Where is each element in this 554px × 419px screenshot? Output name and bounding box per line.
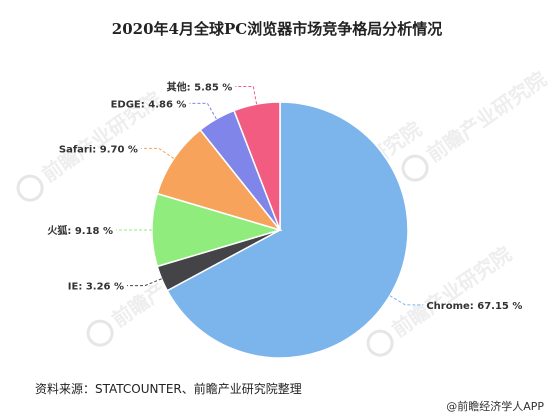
data-label-edge: EDGE: 4.86 % xyxy=(111,99,187,110)
leader-line-safari xyxy=(140,147,175,159)
app-credit: @前瞻经济学人APP xyxy=(446,400,544,413)
chart-title: 2020年4月全球PC浏览器市场竞争格局分析情况 xyxy=(111,20,443,38)
watermark: 前瞻产业研究院 xyxy=(401,67,551,182)
pie-slices xyxy=(151,101,409,359)
leader-line-edge xyxy=(189,102,217,120)
leader-line-其他 xyxy=(235,85,258,105)
leader-lines xyxy=(116,85,424,306)
data-label-其他: 其他: 5.85 % xyxy=(167,80,233,93)
slice-labels: Chrome: 67.15 % IE: 3.26 % 火狐: 9.18 % Safar… xyxy=(47,80,522,311)
data-label-ie: IE: 3.26 % xyxy=(68,282,124,293)
source-note: 资料来源：STATCOUNTER、前瞻产业研究院整理 xyxy=(35,382,302,396)
data-label-火狐: 火狐: 9.18 % xyxy=(47,224,113,237)
data-label-safari: Safari: 9.70 % xyxy=(59,144,138,155)
data-label-chrome: Chrome: 67.15 % xyxy=(426,301,522,312)
pie-slice-其他 xyxy=(233,101,281,231)
leader-line-chrome xyxy=(389,295,424,306)
svg-text:前瞻产业研究院: 前瞻产业研究院 xyxy=(387,242,515,342)
pie-slice-safari xyxy=(156,128,283,232)
svg-text:前瞻产业研究院: 前瞻产业研究院 xyxy=(422,67,550,167)
leader-line-ie xyxy=(127,278,162,287)
